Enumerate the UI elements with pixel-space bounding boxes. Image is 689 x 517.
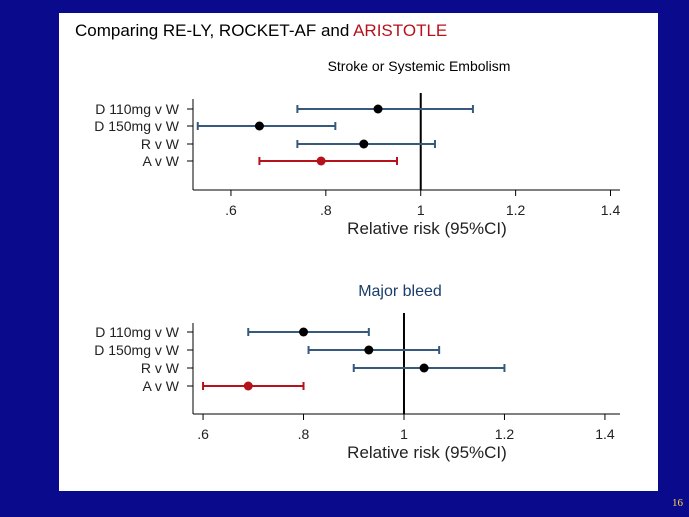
point-estimate-stroke bbox=[254, 121, 264, 131]
x-axis-label-bleed: Relative risk (95%CI) bbox=[347, 443, 507, 462]
chart-title-bleed: Major bleed bbox=[358, 283, 442, 300]
row-label-bleed: D 150mg v W bbox=[94, 342, 180, 358]
x-tick-label-bleed: 1.2 bbox=[495, 426, 515, 442]
x-tick-label-bleed: 1 bbox=[400, 426, 408, 442]
slide-number: 16 bbox=[672, 497, 683, 509]
point-estimate-bleed bbox=[419, 363, 429, 373]
x-tick-label-bleed: 1.4 bbox=[595, 426, 615, 442]
x-tick-label-bleed: .8 bbox=[298, 426, 310, 442]
x-tick-label-bleed: .6 bbox=[197, 426, 209, 442]
x-axis-label-stroke: Relative risk (95%CI) bbox=[347, 219, 507, 238]
slide-title: Comparing RE-LY, ROCKET-AF and ARISTOTLE bbox=[75, 21, 447, 41]
point-estimate-stroke bbox=[359, 139, 369, 149]
chart-title-stroke: Stroke or Systemic Embolism bbox=[328, 58, 511, 74]
row-label-bleed: D 110mg v W bbox=[95, 324, 180, 340]
slide-panel: Comparing RE-LY, ROCKET-AF and ARISTOTLE… bbox=[59, 13, 658, 491]
slide-title-prefix: Comparing RE-LY, ROCKET-AF and bbox=[75, 21, 354, 40]
point-estimate-stroke bbox=[316, 156, 326, 166]
x-tick-label-stroke: .6 bbox=[225, 202, 237, 218]
point-estimate-bleed bbox=[364, 345, 374, 355]
x-tick-label-stroke: .8 bbox=[320, 202, 332, 218]
row-label-bleed: A v W bbox=[142, 378, 179, 394]
forest-plots: Stroke or Systemic Embolism .6 .8 1 1.2 1.4 Re… bbox=[94, 58, 621, 462]
row-label-stroke: D 150mg v W bbox=[94, 118, 180, 134]
x-tick-label-stroke: 1.2 bbox=[506, 202, 526, 218]
point-estimate-bleed bbox=[299, 327, 309, 337]
slide-title-highlight: ARISTOTLE bbox=[353, 21, 448, 40]
x-tick-label-stroke: 1.4 bbox=[601, 202, 621, 218]
row-label-stroke: A v W bbox=[142, 153, 179, 169]
x-tick-label-stroke: 1 bbox=[417, 202, 425, 218]
point-estimate-stroke bbox=[373, 104, 383, 114]
row-label-bleed: R v W bbox=[141, 360, 180, 376]
row-label-stroke: D 110mg v W bbox=[95, 101, 180, 117]
point-estimate-bleed bbox=[243, 381, 253, 391]
row-label-stroke: R v W bbox=[141, 136, 180, 152]
